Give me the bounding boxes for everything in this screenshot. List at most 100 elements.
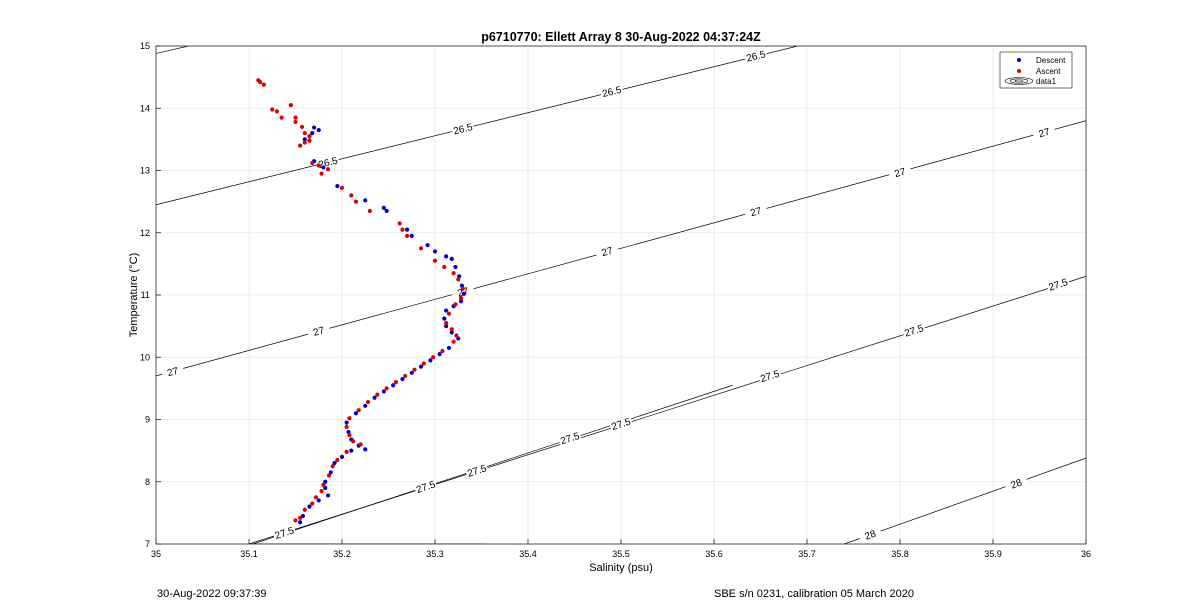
- series-ascent: [256, 78, 465, 523]
- data-point-ascent: [393, 380, 399, 385]
- contour-label-bg: [901, 321, 927, 340]
- data-point-ascent: [405, 233, 410, 238]
- data-point-ascent: [356, 408, 361, 413]
- data-point-ascent: [270, 107, 275, 112]
- data-point-descent: [444, 308, 449, 313]
- data-point-descent: [321, 165, 326, 170]
- data-point-descent: [446, 345, 452, 351]
- legend-data1-label: data1: [1036, 77, 1057, 86]
- x-axis-label: Salinity (psu): [589, 562, 653, 574]
- contour-label: 27: [600, 245, 614, 259]
- data-point-ascent: [307, 134, 312, 139]
- y-axis-ticks: 7 8 9 10 11 12 13 14 15: [140, 41, 161, 549]
- data-point-descent: [444, 254, 449, 259]
- contour-label: 26.5: [601, 85, 623, 100]
- legend[interactable]: Descent Ascent data1: [999, 51, 1073, 89]
- contour-label-bg: [272, 523, 297, 542]
- data-point-ascent: [432, 258, 438, 263]
- data-point-ascent: [403, 373, 408, 379]
- data-point-ascent: [288, 103, 293, 108]
- data-point-ascent: [375, 392, 380, 397]
- density-contour-line: [156, 46, 798, 206]
- y-tick-label: 9: [145, 415, 150, 425]
- data-point-ascent: [319, 488, 324, 494]
- data-point-descent: [323, 485, 328, 491]
- contour-label: 27: [1038, 127, 1052, 141]
- data-point-ascent: [313, 495, 319, 500]
- contour-label: 27: [893, 166, 907, 180]
- data-point-descent: [449, 330, 454, 335]
- x-tick-label: 35.6: [705, 549, 723, 559]
- data-point-descent: [310, 131, 315, 136]
- data-point-ascent: [326, 473, 332, 478]
- data-point-descent: [335, 183, 340, 189]
- chart-title: p6710770: Ellett Array 8 30-Aug-2022 04:…: [481, 30, 761, 44]
- contour-label-bg: [608, 414, 634, 433]
- data-point-descent: [363, 403, 368, 408]
- legend-descent-label: Descent: [1036, 56, 1066, 65]
- data-point-descent: [432, 249, 438, 254]
- legend-ascent-label: Ascent: [1036, 67, 1061, 76]
- legend-box: [999, 51, 1073, 89]
- x-tick-label: 35.1: [240, 549, 258, 559]
- data-point-ascent: [347, 432, 352, 438]
- data-point-descent: [442, 316, 447, 321]
- data-point-ascent: [460, 286, 465, 291]
- data-point-ascent: [400, 227, 405, 232]
- data-point-ascent: [347, 416, 352, 421]
- data-point-ascent: [293, 119, 298, 125]
- data-point-ascent: [261, 82, 266, 87]
- y-tick-label: 11: [141, 290, 150, 300]
- data-point-ascent: [431, 355, 436, 360]
- x-tick-label: 35.7: [798, 549, 816, 559]
- x-axis-ticks: 35 35.1 35.2 35.3 35.4 35.5 35.6 35.7 35.8 35.9 36: [151, 539, 1091, 559]
- data-point-descent: [456, 336, 461, 341]
- data-point-descent: [381, 205, 386, 210]
- contour-label-bg: [757, 366, 783, 385]
- data-point-descent: [372, 395, 377, 400]
- data-point-descent: [418, 364, 424, 369]
- data-point-ascent: [397, 221, 402, 226]
- y-tick-label: 13: [140, 166, 150, 176]
- contour-label-bg: [306, 322, 331, 340]
- data-point-ascent: [367, 208, 372, 214]
- data-point-ascent: [353, 199, 359, 204]
- data-point-descent: [363, 198, 368, 203]
- x-tick-label: 35.5: [612, 549, 630, 559]
- y-tick-label: 7: [145, 539, 150, 549]
- data-point-ascent: [451, 339, 456, 344]
- y-tick-label: 10: [140, 352, 150, 362]
- contour-label-bg: [557, 429, 583, 448]
- data-points: [256, 78, 466, 525]
- data-point-ascent: [298, 515, 303, 520]
- data-point-ascent: [456, 277, 461, 282]
- contour-label-bg: [1045, 275, 1071, 294]
- data-point-ascent: [302, 131, 307, 136]
- data-point-ascent: [412, 367, 417, 372]
- y-axis-label: Temperature (°C): [128, 253, 140, 337]
- x-tick-label: 35.3: [426, 549, 444, 559]
- data-point-descent: [437, 352, 442, 357]
- data-point-descent: [461, 291, 466, 296]
- data-point-descent: [312, 125, 317, 130]
- data-point-ascent: [302, 140, 307, 145]
- legend-ascent-marker: [1017, 69, 1021, 73]
- data-point-ascent: [442, 264, 447, 270]
- x-tick-label: 35: [151, 549, 161, 559]
- data-point-ascent: [440, 348, 445, 354]
- contour-label-bg: [594, 242, 620, 261]
- y-tick-label: 12: [140, 228, 150, 238]
- data-point-ascent: [449, 327, 454, 332]
- data-point-descent: [409, 233, 414, 238]
- legend-contour-icon: [1004, 77, 1034, 85]
- contour-label-bg: [160, 362, 185, 381]
- data-point-descent: [332, 460, 337, 466]
- data-point-descent: [325, 493, 331, 498]
- contour-label-bg: [857, 525, 883, 544]
- contour-label: 27: [312, 325, 326, 339]
- contour-label-bg: [887, 163, 913, 182]
- data-point-ascent: [451, 271, 456, 276]
- data-point-descent: [298, 520, 303, 525]
- density-contour-line: [156, 46, 189, 54]
- contour-label-bg: [1031, 123, 1057, 142]
